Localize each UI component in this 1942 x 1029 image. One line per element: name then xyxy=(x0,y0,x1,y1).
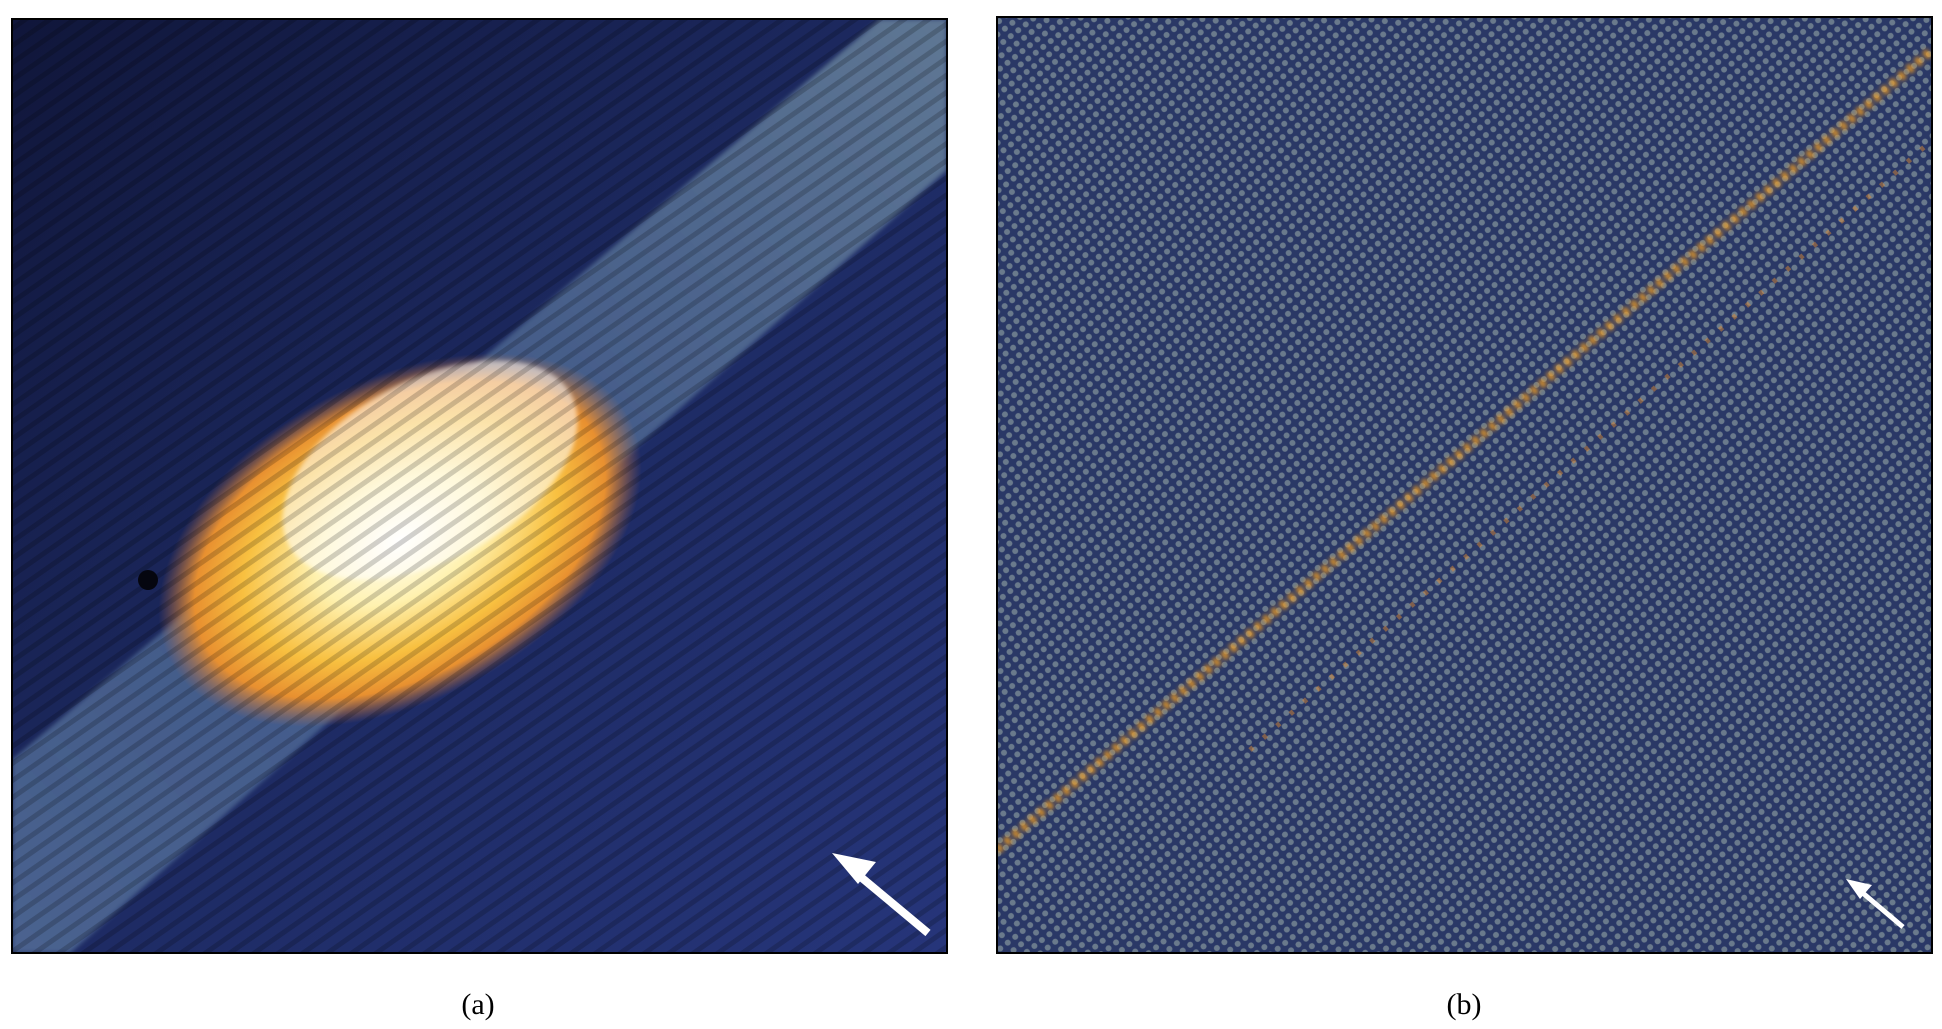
panel-label: (a) xyxy=(461,988,494,1021)
panel-label: (b) xyxy=(1447,988,1482,1021)
panel-b-border xyxy=(996,16,1933,954)
panel-a-arrow xyxy=(832,853,931,937)
panel-a-image xyxy=(12,19,947,953)
panel-b-arrow xyxy=(1846,879,1905,929)
panel-b-image xyxy=(997,17,1932,953)
panel-a-border xyxy=(11,18,948,954)
